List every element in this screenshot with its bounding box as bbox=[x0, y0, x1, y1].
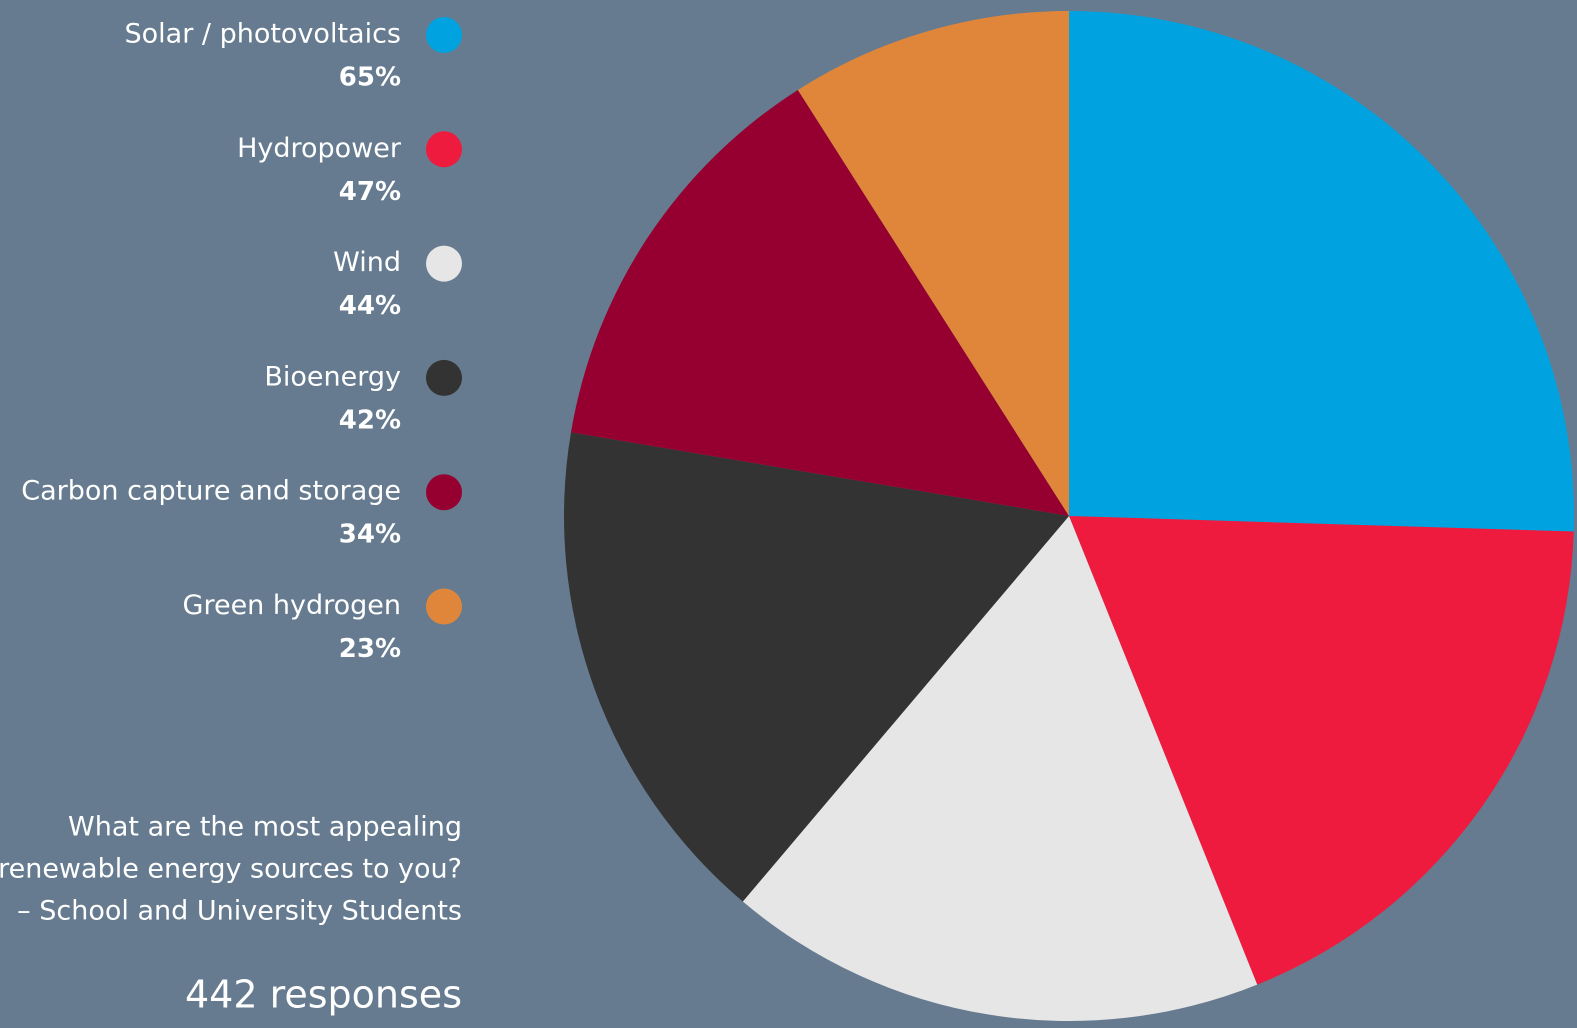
legend-value: 34% bbox=[339, 520, 401, 550]
legend-label: Hydropower bbox=[237, 133, 402, 164]
legend-swatch bbox=[426, 17, 462, 53]
legend-swatch bbox=[426, 474, 462, 511]
legend-swatch bbox=[426, 131, 462, 168]
legend-value: 42% bbox=[339, 405, 401, 435]
legend-label: Solar / photovoltaics bbox=[125, 19, 402, 50]
pie-slice bbox=[742, 516, 1258, 1022]
legend-value: 44% bbox=[339, 291, 401, 321]
legend-swatch bbox=[426, 359, 462, 396]
chart-title: renewable energy sources to you? bbox=[0, 854, 462, 885]
legend-label: Carbon capture and storage bbox=[21, 476, 401, 507]
chart-title: What are the most appealing bbox=[68, 812, 462, 843]
pie-slice bbox=[1069, 11, 1574, 532]
pie-slice bbox=[570, 89, 1069, 516]
legend-swatch bbox=[426, 245, 462, 282]
legend-value: 65% bbox=[339, 63, 401, 93]
legend-swatch bbox=[426, 588, 462, 625]
pie-slice bbox=[797, 10, 1069, 516]
legend-label: Wind bbox=[333, 247, 401, 278]
pie-slice bbox=[1069, 516, 1574, 985]
legend-value: 23% bbox=[339, 634, 401, 664]
annotation: 442 responses bbox=[185, 973, 462, 1017]
chart-subtitle: – School and University Students bbox=[17, 896, 462, 927]
legend-label: Green hydrogen bbox=[183, 590, 401, 621]
legend-value: 47% bbox=[339, 177, 401, 207]
legend-label: Bioenergy bbox=[264, 361, 401, 392]
pie-slice bbox=[564, 432, 1069, 902]
